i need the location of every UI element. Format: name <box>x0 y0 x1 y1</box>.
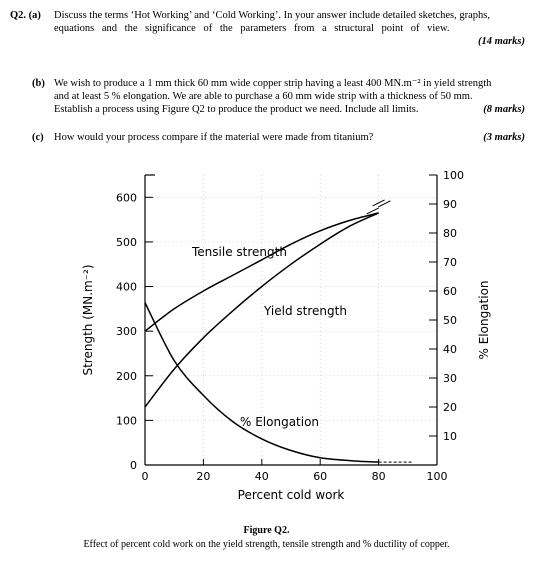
tensile-strength-curve <box>144 212 379 332</box>
question-2a-marks: (14 marks) <box>478 36 525 47</box>
elongation-label: % Elongation <box>240 415 319 429</box>
left-tick-label: 500 <box>116 236 137 249</box>
tensile-strength-label: Tensile strength <box>191 245 287 259</box>
question-2a-label: Q2. (a) <box>10 10 41 21</box>
right-tick-label: 90 <box>443 198 457 211</box>
left-tick-label: 200 <box>116 370 137 383</box>
elongation-curve <box>144 302 379 463</box>
right-tick-label: 30 <box>443 372 457 385</box>
bottom-tick-label: 20 <box>196 470 210 483</box>
yield-strength-curve <box>144 212 379 408</box>
figure-q2-chart: 0 100 200 300 400 500 600 0 20 40 60 80 100 10 20 30 40 5… <box>81 169 491 502</box>
question-2c-line1: How would your process compare if the ma… <box>54 132 374 143</box>
break-mark <box>372 199 385 207</box>
bottom-tick-label: 80 <box>372 470 386 483</box>
question-2b-line2: and at least 5 % elongation. We are able… <box>54 91 473 102</box>
chart-ticks: 0 100 200 300 400 500 600 0 20 40 60 80 100 10 20 30 40 5… <box>116 169 464 483</box>
figure-caption-text: Effect of percent cold work on the yield… <box>83 539 450 550</box>
right-tick-label: 60 <box>443 285 457 298</box>
yield-strength-label: Yield strength <box>263 304 347 318</box>
left-tick-label: 600 <box>116 191 137 204</box>
y-axis-right-title: % Elongation <box>477 280 491 359</box>
right-tick-label: 100 <box>443 169 464 182</box>
bottom-tick-label: 60 <box>313 470 327 483</box>
left-tick-label: 300 <box>116 325 137 338</box>
bottom-tick-label: 100 <box>427 470 448 483</box>
right-tick-label: 80 <box>443 227 457 240</box>
right-tick-label: 20 <box>443 401 457 414</box>
right-tick-label: 50 <box>443 314 457 327</box>
question-2a-line2: equations and the significance of the pa… <box>54 23 450 34</box>
break-mark <box>378 200 391 208</box>
question-2c-marks: (3 marks) <box>483 132 525 143</box>
x-axis-title: Percent cold work <box>238 488 345 502</box>
question-2b-marks: (8 marks) <box>483 104 525 115</box>
bottom-tick-label: 0 <box>142 470 149 483</box>
question-2a-line1: Discuss the terms ‘Hot Working’ and ‘Col… <box>54 10 491 21</box>
break-mark <box>366 207 379 215</box>
left-tick-label: 400 <box>116 281 137 294</box>
right-tick-label: 10 <box>443 430 457 443</box>
question-2b-line3: Establish a process using Figure Q2 to p… <box>54 104 419 115</box>
left-tick-label: 0 <box>130 459 137 472</box>
figure-caption-title: Figure Q2. <box>243 525 290 536</box>
left-tick-label: 100 <box>116 414 137 427</box>
y-axis-left-title: Strength (MN.m⁻²) <box>81 264 95 375</box>
bottom-tick-label: 40 <box>255 470 269 483</box>
right-tick-label: 70 <box>443 256 457 269</box>
chart-curves <box>144 199 414 463</box>
right-tick-label: 40 <box>443 343 457 356</box>
question-2b-line1: We wish to produce a 1 mm thick 60 mm wi… <box>54 78 492 89</box>
question-2b-label: (b) <box>32 78 45 89</box>
chart-labels: Tensile strength Yield strength % Elongati… <box>81 245 491 502</box>
question-2c-label: (c) <box>32 132 44 143</box>
